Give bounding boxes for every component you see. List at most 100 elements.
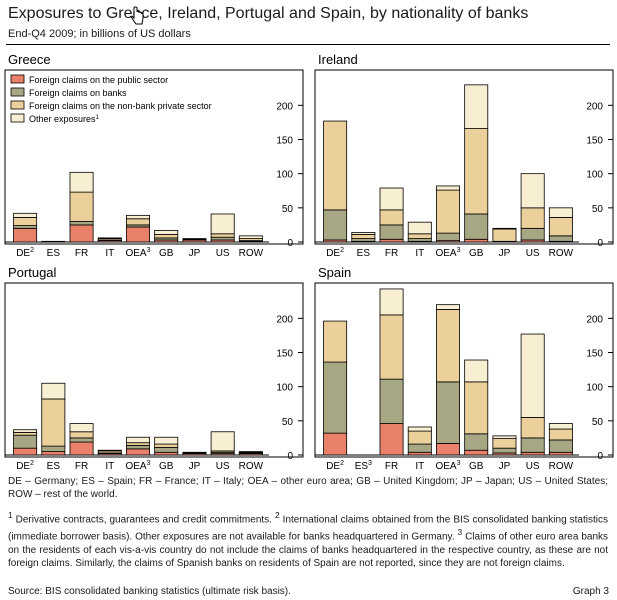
bar-spain-fr-s4 xyxy=(379,288,404,316)
bar-portugal-us-s4 xyxy=(210,431,235,452)
panel-frame xyxy=(314,69,614,245)
chart-panel-ireland: Ireland 0 50 100 150 200 DE2 ES FR IT OEA3 GB JP US RO… xyxy=(314,52,614,259)
x-tick-label: DE2 xyxy=(326,247,344,259)
x-tick-sup: 2 xyxy=(340,460,344,467)
bar-greece-fr-s1 xyxy=(69,224,94,243)
legend-label: Foreign claims on banks xyxy=(29,88,127,98)
bar-spain-us-s1 xyxy=(520,451,545,456)
bar-portugal-fr-s4 xyxy=(69,423,94,433)
bar-portugal-fr-s1 xyxy=(69,441,94,456)
bar-portugal-fr-s3 xyxy=(69,431,94,439)
page-subtitle: End-Q4 2009; in billions of US dollars xyxy=(8,28,191,40)
bar-ireland-de-s2 xyxy=(323,209,348,241)
bar-ireland-es-s4 xyxy=(351,232,376,235)
bar-spain-it-s4 xyxy=(407,426,432,432)
x-tick-label: FR xyxy=(385,248,398,259)
bar-portugal-jp-s4 xyxy=(182,451,207,454)
x-tick-sup: 2 xyxy=(30,247,34,254)
y-tick-label: 100 xyxy=(586,170,603,181)
x-tick-label: GB xyxy=(469,461,484,470)
panel-title-spain: Spain xyxy=(318,265,351,280)
chart-panel-greece: Greece 0 50 100 150 200 DE2 ES FR IT OEA3 GB JP US ROW… xyxy=(4,52,304,259)
bar-portugal-oea-s4 xyxy=(126,436,150,444)
bar-portugal-de-s3 xyxy=(13,432,38,436)
x-tick-label: ES xyxy=(47,248,61,259)
panel-frame xyxy=(4,69,304,245)
bar-spain-oea-s3 xyxy=(436,309,460,383)
bar-spain-oea-s4 xyxy=(436,304,460,310)
bar-spain-gb-s2 xyxy=(464,433,489,451)
bar-ireland-oea-s2 xyxy=(436,232,460,242)
bar-ireland-jp-s4 xyxy=(492,227,517,230)
bar-spain-fr-s3 xyxy=(379,314,404,380)
y-tick-label: 0 xyxy=(287,238,293,249)
y-tick-label: 50 xyxy=(282,204,294,215)
bar-greece-us-s4 xyxy=(210,213,235,235)
x-tick-label: DE2 xyxy=(16,460,34,470)
x-tick-label: FR xyxy=(75,461,88,470)
bar-greece-es-s1 xyxy=(41,240,66,243)
x-tick-label: ROW xyxy=(549,248,574,259)
bar-portugal-gb-s4 xyxy=(154,436,179,445)
bar-ireland-row-s4 xyxy=(548,207,573,218)
bar-ireland-us-s2 xyxy=(520,227,545,241)
bar-portugal-fr-s2 xyxy=(69,437,94,443)
bar-greece-jp-s4 xyxy=(182,238,207,240)
bar-spain-fr-s1 xyxy=(379,423,404,456)
x-tick-label: US xyxy=(526,248,540,259)
bar-portugal-oea-s2 xyxy=(126,445,150,450)
bar-greece-de-s2 xyxy=(13,225,38,229)
x-tick-label: ROW xyxy=(239,248,264,259)
legend-swatch xyxy=(10,100,25,110)
footnote-definitions: 1 Derivative contracts, guarantees and c… xyxy=(8,509,608,570)
legend-label: Other exposures1 xyxy=(29,114,100,124)
bar-ireland-gb-s2 xyxy=(464,213,489,240)
x-tick-label: DE2 xyxy=(326,460,344,470)
bar-greece-oea-s4 xyxy=(126,214,150,220)
y-tick-label: 100 xyxy=(276,170,293,181)
bar-ireland-it-s2 xyxy=(407,238,432,242)
bar-ireland-fr-s3 xyxy=(379,209,404,226)
bar-spain-row-s4 xyxy=(548,423,573,430)
x-tick-sup: 3 xyxy=(147,247,151,254)
x-tick-sup: 3 xyxy=(457,247,461,254)
bar-spain-gb-s3 xyxy=(464,381,489,435)
bar-portugal-it-s4 xyxy=(97,449,122,452)
panel-title-ireland: Ireland xyxy=(318,52,358,67)
x-tick-sup: 3 xyxy=(368,460,372,467)
x-tick-label: JP xyxy=(189,461,201,470)
bar-spain-it-s3 xyxy=(407,430,432,445)
bar-ireland-jp-s3 xyxy=(492,228,517,242)
x-tick-label: IT xyxy=(415,461,424,470)
bar-greece-de-s3 xyxy=(13,216,38,226)
bar-spain-jp-s2 xyxy=(492,447,517,454)
bar-ireland-gb-s1 xyxy=(464,238,489,243)
x-tick-label: JP xyxy=(189,248,201,259)
x-tick-label: ES3 xyxy=(355,460,372,470)
x-tick-label: FR xyxy=(385,461,398,470)
bar-ireland-row-s3 xyxy=(548,216,573,237)
legend-sup: 1 xyxy=(96,115,100,121)
bar-portugal-oea-s3 xyxy=(126,442,150,446)
y-tick-label: 50 xyxy=(592,204,604,215)
chart-panel-spain: Spain 0 50 100 150 200 DE2 ES3 FR IT OEA3 GB JP US ROW xyxy=(314,265,614,470)
bar-spain-it-s2 xyxy=(407,443,432,453)
bar-ireland-gb-s4 xyxy=(464,84,489,129)
mouse-pointer-icon xyxy=(130,6,144,25)
chart-panel-portugal: Portugal 0 50 100 150 200 DE2 ES FR IT OEA3 GB JP US R… xyxy=(4,265,304,470)
bar-ireland-row-s2 xyxy=(548,235,573,242)
x-tick-label: OEA3 xyxy=(125,460,150,470)
panel-title-greece: Greece xyxy=(8,52,51,67)
bar-ireland-es-s3 xyxy=(351,234,376,239)
x-tick-sup: 2 xyxy=(30,460,34,467)
bar-greece-oea-s1 xyxy=(126,226,150,243)
bar-greece-us-s2 xyxy=(210,236,235,241)
footnote-text-2: International claims obtained from the B… xyxy=(8,514,608,543)
legend-swatch xyxy=(10,87,25,97)
bar-portugal-gb-s3 xyxy=(154,443,179,448)
bar-spain-us-s4 xyxy=(520,333,545,418)
y-tick-label: 0 xyxy=(597,238,603,249)
bar-greece-fr-s2 xyxy=(69,221,94,226)
bar-portugal-es-s2 xyxy=(41,445,66,452)
